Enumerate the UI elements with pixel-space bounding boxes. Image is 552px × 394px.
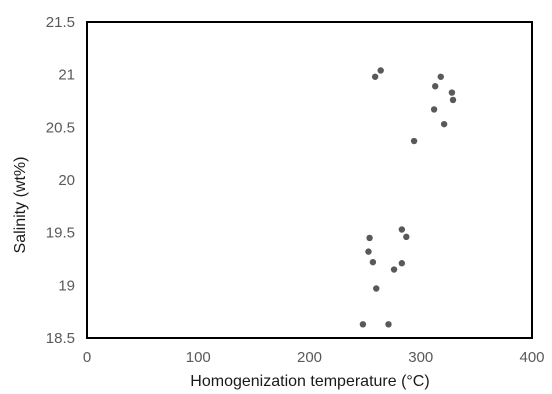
x-tick-label: 300 xyxy=(408,349,433,366)
x-axis-ticks: 0 100 200 300 400 xyxy=(83,349,545,366)
y-axis-label: Salinity (wt%) xyxy=(12,157,29,254)
data-point xyxy=(403,233,410,241)
data-point xyxy=(385,321,392,328)
data-point xyxy=(369,258,377,266)
data-point xyxy=(410,137,418,145)
x-tick-label: 100 xyxy=(186,349,211,366)
data-point xyxy=(366,234,373,242)
data-point xyxy=(365,248,372,255)
plot-frame xyxy=(86,21,533,339)
data-point xyxy=(432,83,439,90)
data-point xyxy=(440,120,448,128)
data-point xyxy=(371,73,379,80)
x-tick-label: 400 xyxy=(519,349,544,366)
y-tick-label: 19.5 xyxy=(46,225,75,242)
x-tick-label: 0 xyxy=(83,349,91,366)
y-tick-label: 20 xyxy=(58,172,75,189)
data-point xyxy=(448,89,456,96)
data-point xyxy=(373,285,380,292)
y-tick-label: 18.5 xyxy=(46,330,75,347)
y-tick-label: 19 xyxy=(58,277,75,294)
data-point xyxy=(377,67,384,74)
data-points xyxy=(359,67,457,328)
x-axis-label: Homogenization temperature (°C) xyxy=(190,373,429,390)
y-axis-ticks: 18.5 19 19.5 20 20.5 21 21.5 xyxy=(46,14,75,347)
y-tick-label: 20.5 xyxy=(46,119,75,136)
x-tick-label: 200 xyxy=(297,349,322,366)
data-point xyxy=(359,321,367,328)
data-point xyxy=(398,226,406,233)
data-point xyxy=(430,106,438,113)
data-point xyxy=(449,96,457,104)
y-tick-label: 21 xyxy=(58,67,75,84)
data-point xyxy=(437,73,444,80)
data-point xyxy=(398,260,406,267)
y-tick-label: 21.5 xyxy=(46,14,75,31)
data-point xyxy=(390,266,398,273)
